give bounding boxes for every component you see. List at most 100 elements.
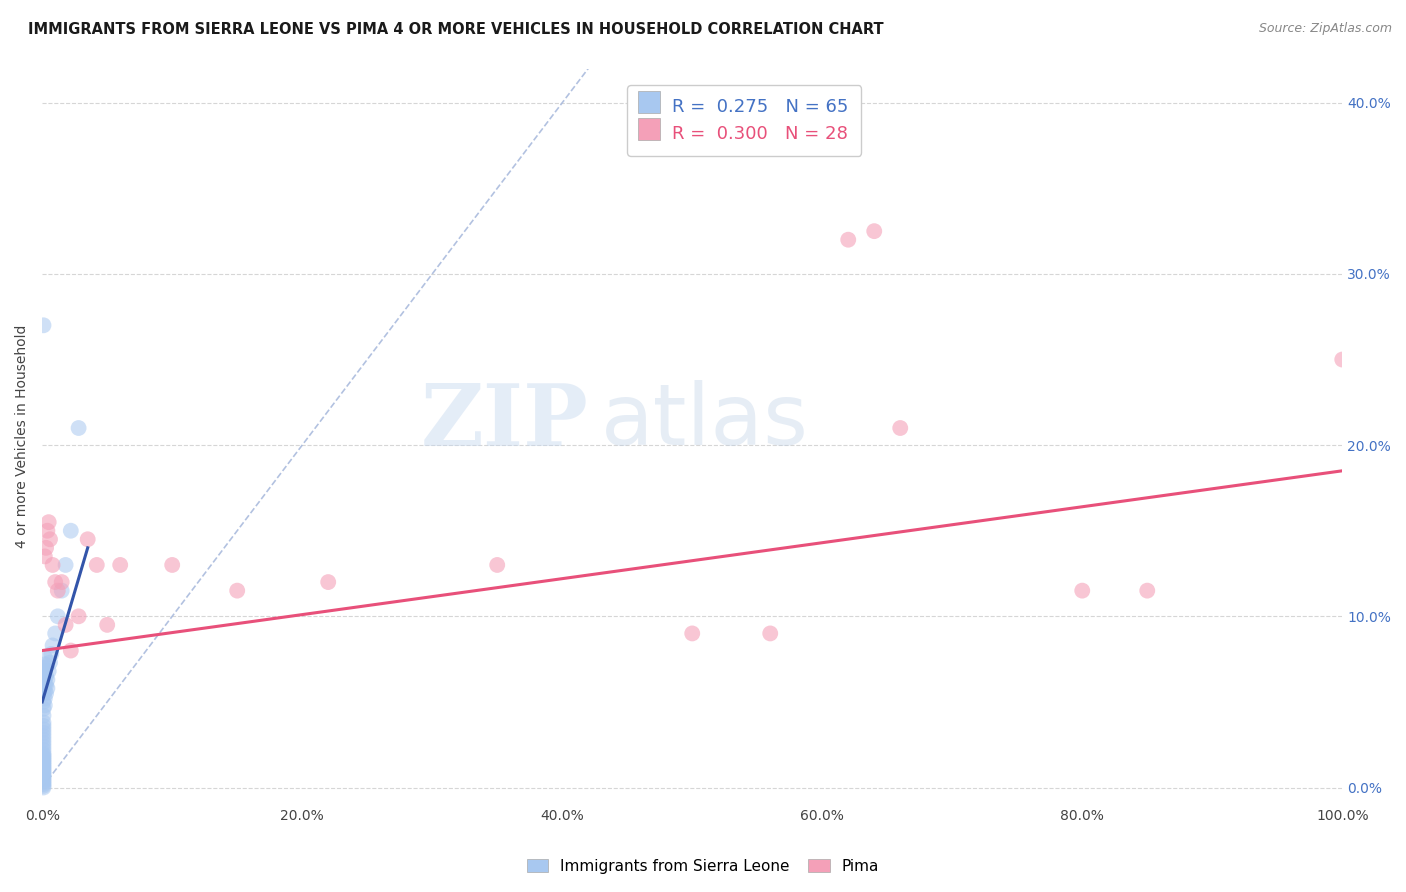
Point	[34, 650, 56, 665]
Point	[41, 639, 63, 653]
Point	[32, 708, 55, 723]
Point	[34, 691, 56, 706]
Point	[32, 756, 55, 771]
Point	[37, 681, 59, 696]
Point	[32, 664, 55, 678]
Point	[32, 743, 55, 757]
Point	[1071, 583, 1094, 598]
Point	[32, 770, 55, 784]
Point	[35, 686, 58, 700]
Point	[1136, 583, 1159, 598]
Point	[32, 764, 55, 778]
Point	[889, 421, 911, 435]
Point	[32, 765, 55, 780]
Point	[44, 575, 66, 590]
Point	[51, 583, 73, 598]
Point	[32, 775, 55, 789]
Point	[41, 558, 63, 572]
Point	[35, 661, 58, 675]
Point	[44, 626, 66, 640]
Point	[34, 678, 56, 692]
Point	[32, 715, 55, 730]
Text: IMMIGRANTS FROM SIERRA LEONE VS PIMA 4 OR MORE VEHICLES IN HOUSEHOLD CORRELATION: IMMIGRANTS FROM SIERRA LEONE VS PIMA 4 O…	[28, 22, 884, 37]
Point	[32, 758, 55, 772]
Point	[32, 318, 55, 333]
Point	[76, 533, 98, 547]
Point	[46, 583, 69, 598]
Legend: R =  0.275   N = 65, R =  0.300   N = 28: R = 0.275 N = 65, R = 0.300 N = 28	[627, 85, 862, 156]
Point	[51, 575, 73, 590]
Text: atlas: atlas	[602, 380, 810, 463]
Point	[863, 224, 886, 238]
Point	[837, 233, 859, 247]
Point	[32, 751, 55, 765]
Point	[32, 760, 55, 774]
Point	[39, 647, 62, 661]
Point	[32, 755, 55, 769]
Text: ZIP: ZIP	[420, 380, 588, 464]
Point	[32, 736, 55, 750]
Point	[34, 549, 56, 564]
Point	[59, 524, 82, 538]
Point	[681, 626, 703, 640]
Point	[32, 661, 55, 675]
Point	[108, 558, 131, 572]
Point	[32, 695, 55, 709]
Point	[67, 421, 90, 435]
Point	[46, 609, 69, 624]
Point	[226, 583, 249, 598]
Point	[32, 766, 55, 780]
Point	[34, 664, 56, 678]
Point	[34, 684, 56, 698]
Point	[32, 773, 55, 788]
Point	[32, 762, 55, 776]
Point	[32, 777, 55, 791]
Point	[67, 609, 90, 624]
Point	[38, 664, 60, 678]
Point	[32, 779, 55, 793]
Point	[34, 671, 56, 685]
Point	[32, 719, 55, 733]
Point	[32, 681, 55, 696]
Point	[486, 558, 509, 572]
Y-axis label: 4 or more Vehicles in Household: 4 or more Vehicles in Household	[15, 325, 30, 549]
Point	[32, 686, 55, 700]
Point	[316, 575, 339, 590]
Point	[86, 558, 108, 572]
Point	[32, 746, 55, 760]
Point	[32, 747, 55, 762]
Point	[32, 723, 55, 737]
Point	[160, 558, 183, 572]
Point	[55, 618, 77, 632]
Text: Source: ZipAtlas.com: Source: ZipAtlas.com	[1258, 22, 1392, 36]
Point	[34, 657, 56, 672]
Point	[32, 678, 55, 692]
Point	[59, 643, 82, 657]
Point	[96, 618, 118, 632]
Point	[39, 656, 62, 670]
Point	[35, 541, 58, 555]
Point	[1331, 352, 1354, 367]
Point	[32, 729, 55, 743]
Point	[759, 626, 782, 640]
Legend: Immigrants from Sierra Leone, Pima: Immigrants from Sierra Leone, Pima	[520, 853, 886, 880]
Point	[38, 515, 60, 529]
Point	[37, 524, 59, 538]
Point	[32, 732, 55, 747]
Point	[32, 669, 55, 683]
Point	[32, 753, 55, 767]
Point	[32, 702, 55, 716]
Point	[32, 739, 55, 754]
Point	[32, 768, 55, 782]
Point	[34, 698, 56, 713]
Point	[55, 558, 77, 572]
Point	[32, 780, 55, 795]
Point	[32, 749, 55, 764]
Point	[35, 678, 58, 692]
Point	[37, 673, 59, 687]
Point	[32, 772, 55, 786]
Point	[32, 725, 55, 739]
Point	[39, 533, 62, 547]
Point	[32, 674, 55, 689]
Point	[35, 669, 58, 683]
